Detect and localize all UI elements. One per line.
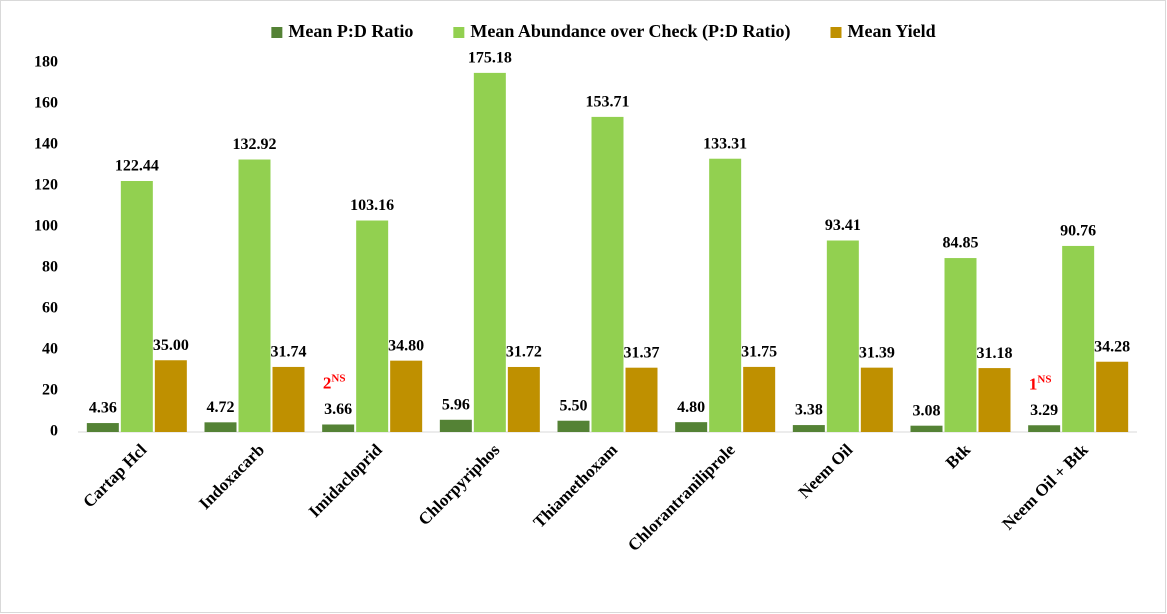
annotation: 1NS xyxy=(1029,373,1052,393)
y-tick-label: 180 xyxy=(34,54,58,71)
legend: Mean P:D Ratio Mean Abundance over Check … xyxy=(271,21,936,42)
bar xyxy=(507,366,540,432)
y-tick-label: 40 xyxy=(42,341,58,358)
annotation-superscript: NS xyxy=(1037,373,1051,385)
bar xyxy=(557,420,590,432)
data-label: 4.72 xyxy=(207,399,235,416)
bar xyxy=(625,367,658,432)
bar xyxy=(120,180,153,432)
bar xyxy=(86,423,119,432)
data-label: 3.08 xyxy=(913,402,941,419)
data-label: 31.39 xyxy=(859,344,895,361)
data-label: 153.71 xyxy=(586,94,630,111)
data-label: 3.66 xyxy=(324,401,352,418)
bar xyxy=(1062,245,1095,432)
data-label: 4.36 xyxy=(89,400,117,417)
data-label: 34.80 xyxy=(388,337,424,354)
bar xyxy=(743,366,776,432)
data-label: 93.41 xyxy=(825,217,861,234)
legend-swatch xyxy=(453,27,465,38)
bar xyxy=(390,360,423,432)
data-label: 122.44 xyxy=(115,158,159,175)
data-label: 175.18 xyxy=(468,50,512,67)
legend-swatch xyxy=(830,27,842,38)
data-label: 31.75 xyxy=(741,344,777,361)
bar xyxy=(792,425,825,432)
bar xyxy=(591,116,624,432)
bar xyxy=(910,425,943,432)
legend-label: Mean Yield xyxy=(847,21,935,41)
legend-label: Mean P:D Ratio xyxy=(288,21,413,41)
data-label: 35.00 xyxy=(153,337,189,354)
data-label: 31.18 xyxy=(977,345,1013,362)
data-label: 3.38 xyxy=(795,402,823,419)
bar xyxy=(944,258,977,432)
data-label: 90.76 xyxy=(1060,223,1096,240)
bar xyxy=(322,424,355,432)
bar xyxy=(154,360,187,432)
data-label: 31.37 xyxy=(624,344,660,361)
bar xyxy=(238,159,271,432)
bar xyxy=(473,72,506,433)
legend-label: Mean Abundance over Check (P:D Ratio) xyxy=(470,21,790,42)
y-tick-label: 160 xyxy=(34,95,58,112)
y-tick-label: 140 xyxy=(34,136,58,153)
data-label: 132.92 xyxy=(233,136,277,153)
data-label: 5.50 xyxy=(560,397,588,414)
y-tick-label: 0 xyxy=(50,423,58,440)
data-label: 3.29 xyxy=(1030,402,1058,419)
data-label: 84.85 xyxy=(943,235,979,252)
data-label: 133.31 xyxy=(703,135,747,152)
data-label: 4.80 xyxy=(677,399,705,416)
annotation: 2NS xyxy=(323,372,346,392)
annotation-superscript: NS xyxy=(331,372,345,384)
bar xyxy=(1096,361,1129,432)
bar xyxy=(709,158,742,433)
bar xyxy=(272,366,305,432)
y-tick-label: 60 xyxy=(42,300,58,317)
bar xyxy=(675,422,708,432)
data-label: 5.96 xyxy=(442,396,470,413)
y-tick-label: 20 xyxy=(42,382,58,399)
bar xyxy=(1028,425,1061,432)
annotation-text: 1 xyxy=(1029,374,1038,393)
bar xyxy=(356,220,389,432)
y-tick-label: 120 xyxy=(34,177,58,194)
bar xyxy=(860,367,893,432)
bar xyxy=(826,240,859,432)
bar xyxy=(978,368,1011,432)
data-label: 34.28 xyxy=(1094,338,1130,355)
bar xyxy=(439,419,472,432)
data-label: 31.72 xyxy=(506,344,542,361)
data-label: 103.16 xyxy=(350,197,394,214)
data-label: 31.74 xyxy=(271,344,307,361)
y-tick-label: 80 xyxy=(42,259,58,276)
y-tick-label: 100 xyxy=(34,218,58,235)
legend-swatch xyxy=(271,27,283,38)
bar xyxy=(204,422,237,432)
annotation-text: 2 xyxy=(323,373,332,392)
